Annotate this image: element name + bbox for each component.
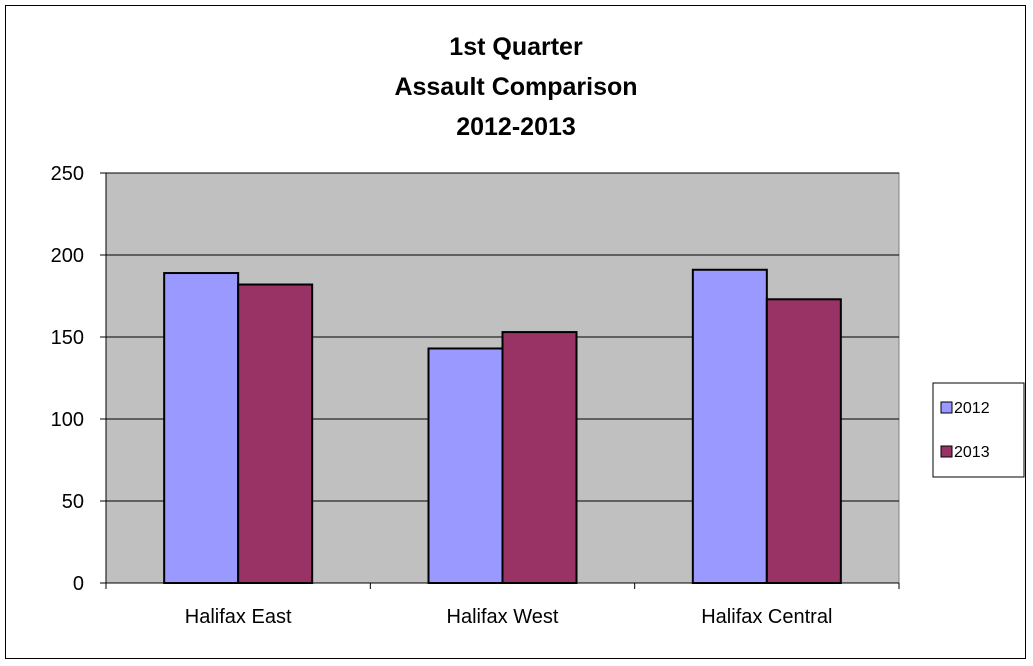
legend-label-2012: 2012 — [954, 400, 990, 417]
chart-title-line-1: 1st Quarter — [449, 33, 583, 61]
y-tick-label-100: 100 — [51, 409, 84, 431]
legend-swatch-2013 — [940, 445, 953, 458]
chart-title: 1st Quarter Assault Comparison 2012-2013 — [394, 33, 637, 141]
x-tick-label-halifax-west: Halifax West — [447, 606, 559, 628]
x-tick-label-halifax-east: Halifax East — [185, 606, 292, 628]
y-tick-label-150: 150 — [51, 327, 84, 349]
bar-halifax-central-2013 — [765, 298, 842, 584]
bar-halifax-west-2012 — [427, 347, 504, 585]
y-tick-label-50: 50 — [62, 491, 84, 513]
chart-title-line-2: Assault Comparison — [394, 73, 637, 101]
y-tick-label-200: 200 — [51, 245, 84, 267]
x-tick-label-halifax-central: Halifax Central — [701, 606, 832, 628]
axes — [100, 172, 900, 589]
bars — [163, 268, 842, 585]
legend: 2012 2013 — [932, 382, 1025, 478]
y-tick-label-250: 250 — [51, 163, 84, 185]
bar-halifax-west-2013 — [501, 331, 578, 584]
legend-swatch-2012 — [940, 401, 953, 414]
bar-halifax-east-2013 — [237, 283, 314, 584]
bar-halifax-central-2012 — [691, 268, 768, 584]
legend-label-2013: 2013 — [954, 444, 990, 461]
bar-halifax-east-2012 — [163, 272, 240, 584]
chart-title-line-3: 2012-2013 — [456, 113, 576, 141]
x-axis-tick-labels: Halifax East Halifax West Halifax Central — [185, 606, 833, 628]
y-axis-tick-labels: 0 50 100 150 200 250 — [51, 163, 84, 595]
legend-box — [932, 382, 1025, 478]
y-tick-label-0: 0 — [73, 573, 84, 595]
